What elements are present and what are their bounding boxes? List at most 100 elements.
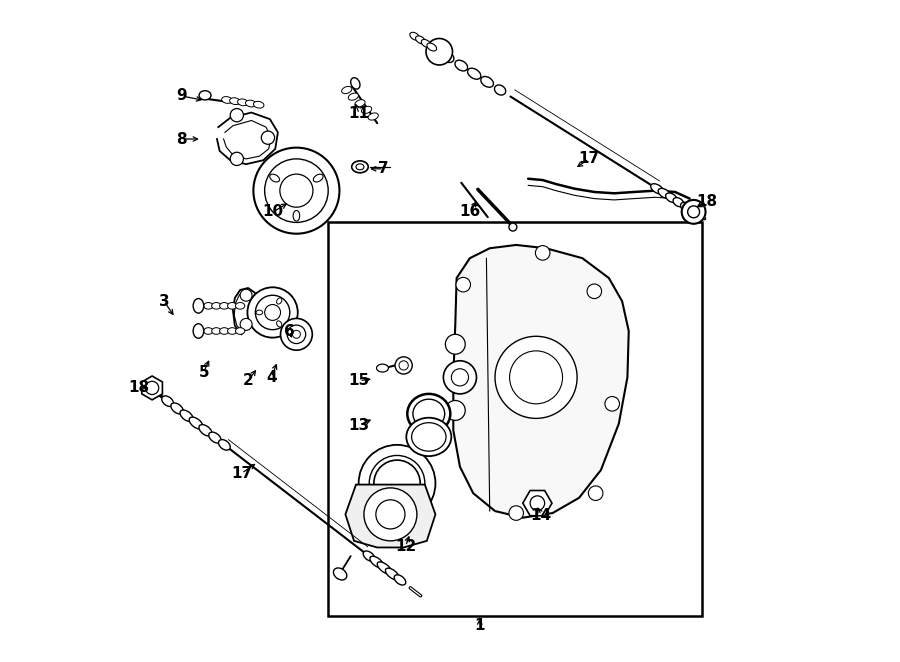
Ellipse shape: [199, 91, 211, 100]
Text: 12: 12: [395, 539, 417, 553]
Text: 2: 2: [243, 373, 254, 388]
Ellipse shape: [171, 403, 184, 414]
Circle shape: [265, 305, 281, 320]
Circle shape: [395, 357, 412, 374]
Ellipse shape: [416, 36, 425, 44]
Ellipse shape: [411, 422, 446, 451]
Ellipse shape: [348, 93, 358, 100]
Ellipse shape: [351, 77, 360, 89]
Ellipse shape: [219, 440, 230, 450]
Ellipse shape: [189, 417, 202, 429]
Ellipse shape: [494, 85, 506, 95]
Ellipse shape: [236, 328, 245, 334]
Ellipse shape: [413, 399, 445, 428]
Circle shape: [495, 336, 577, 418]
Ellipse shape: [421, 40, 431, 48]
Ellipse shape: [368, 113, 378, 120]
Circle shape: [240, 318, 252, 330]
Circle shape: [265, 159, 328, 222]
Circle shape: [240, 289, 252, 301]
Circle shape: [509, 351, 562, 404]
Ellipse shape: [377, 562, 392, 574]
Ellipse shape: [352, 161, 368, 173]
Circle shape: [587, 284, 601, 299]
Ellipse shape: [333, 568, 346, 580]
Text: 4: 4: [266, 370, 276, 385]
Circle shape: [248, 287, 298, 338]
Ellipse shape: [254, 101, 264, 108]
Circle shape: [536, 246, 550, 260]
Ellipse shape: [238, 99, 248, 106]
Circle shape: [376, 500, 405, 529]
Text: 18: 18: [697, 195, 717, 209]
Ellipse shape: [203, 303, 213, 309]
Ellipse shape: [342, 87, 352, 93]
Ellipse shape: [270, 174, 280, 182]
Ellipse shape: [246, 100, 256, 107]
Circle shape: [508, 506, 524, 520]
Ellipse shape: [276, 321, 282, 327]
Polygon shape: [346, 485, 436, 547]
Ellipse shape: [228, 328, 237, 334]
Ellipse shape: [221, 97, 232, 103]
Ellipse shape: [651, 184, 663, 194]
Ellipse shape: [666, 193, 677, 203]
Circle shape: [688, 206, 699, 218]
Ellipse shape: [406, 418, 451, 456]
Circle shape: [446, 401, 465, 420]
Polygon shape: [454, 245, 629, 518]
Ellipse shape: [376, 364, 389, 372]
Polygon shape: [523, 491, 552, 516]
Circle shape: [261, 131, 274, 144]
Text: 13: 13: [348, 418, 370, 432]
Text: 3: 3: [158, 294, 169, 308]
Circle shape: [681, 200, 706, 224]
Ellipse shape: [228, 303, 237, 309]
Text: 8: 8: [176, 132, 187, 146]
Text: 5: 5: [198, 365, 209, 379]
Circle shape: [281, 318, 312, 350]
Ellipse shape: [209, 432, 221, 443]
Circle shape: [456, 277, 471, 292]
Ellipse shape: [443, 52, 454, 62]
Circle shape: [146, 381, 158, 395]
Circle shape: [508, 223, 517, 231]
Polygon shape: [683, 200, 704, 224]
Ellipse shape: [468, 68, 481, 79]
Text: 17: 17: [231, 466, 252, 481]
Text: 11: 11: [349, 107, 370, 121]
Ellipse shape: [362, 107, 372, 113]
Ellipse shape: [385, 568, 399, 580]
Ellipse shape: [212, 328, 220, 334]
Ellipse shape: [364, 551, 374, 561]
Circle shape: [230, 152, 244, 166]
Text: 10: 10: [263, 205, 284, 219]
Circle shape: [589, 486, 603, 500]
Circle shape: [364, 488, 417, 541]
Circle shape: [254, 148, 339, 234]
Text: 9: 9: [176, 89, 187, 103]
Ellipse shape: [454, 60, 468, 71]
Ellipse shape: [370, 556, 383, 568]
Circle shape: [287, 325, 306, 344]
Circle shape: [382, 469, 411, 498]
Text: 14: 14: [531, 508, 552, 522]
Ellipse shape: [194, 299, 203, 313]
Ellipse shape: [481, 77, 493, 87]
Ellipse shape: [203, 328, 213, 334]
Ellipse shape: [355, 100, 365, 107]
Circle shape: [374, 460, 420, 506]
Circle shape: [426, 38, 453, 65]
Circle shape: [399, 361, 409, 370]
Circle shape: [444, 361, 476, 394]
Ellipse shape: [673, 198, 684, 207]
Ellipse shape: [427, 43, 436, 51]
Ellipse shape: [220, 303, 229, 309]
Circle shape: [369, 455, 425, 511]
Circle shape: [256, 295, 290, 330]
Ellipse shape: [680, 203, 690, 211]
Ellipse shape: [276, 298, 282, 304]
Circle shape: [358, 445, 436, 522]
Ellipse shape: [293, 211, 300, 221]
Text: 16: 16: [459, 205, 481, 219]
